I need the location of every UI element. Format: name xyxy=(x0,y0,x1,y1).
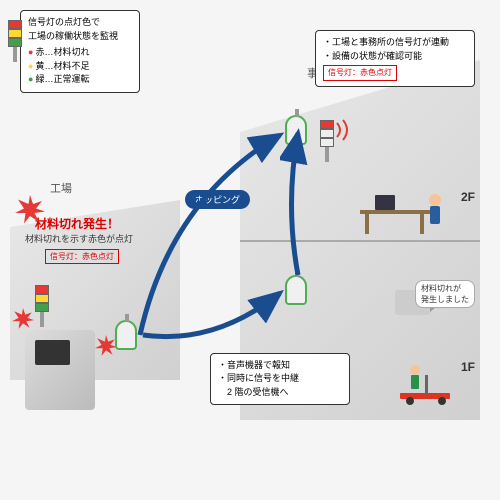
burst-icon-3 xyxy=(95,335,117,357)
legend-red: ●赤…材料切れ xyxy=(28,46,132,60)
office-info-1: ・工場と事務所の信号灯が連動 xyxy=(323,36,467,50)
burst-icon-1 xyxy=(15,195,45,225)
office-desk xyxy=(360,190,450,230)
factory-alert: 材料切れ発生！ xyxy=(35,215,119,232)
office-info-box: ・工場と事務所の信号灯が連動 ・設備の状態が確認可能 信号灯：赤色点灯 xyxy=(315,30,475,87)
factory-machine xyxy=(25,330,95,410)
burst-icon-2 xyxy=(12,308,34,330)
tower-pole xyxy=(13,47,17,62)
forklift xyxy=(400,365,460,400)
office-status-badge: 信号灯：赤色点灯 xyxy=(323,65,397,81)
hopping-badge: ホッピング xyxy=(185,190,250,209)
factory-status-badge: 信号灯：赤色点灯 xyxy=(45,249,119,264)
light-green xyxy=(8,38,22,47)
floor-divider xyxy=(240,240,480,242)
light-red xyxy=(8,20,22,29)
desk-illustration xyxy=(360,190,450,240)
legend-signal-tower xyxy=(8,20,22,62)
transmitter-device xyxy=(115,320,137,350)
factory-label: 工場 xyxy=(50,180,72,196)
audio-line-2: ・同時に信号を中継 2 階の受信機へ xyxy=(218,372,342,399)
legend-green: ●緑…正常運転 xyxy=(28,73,132,87)
receiver-2f-device xyxy=(285,115,307,145)
factory-signal-tower xyxy=(35,285,49,327)
office-signal-tower xyxy=(320,120,334,162)
office-info-2: ・設備の状態が確認可能 xyxy=(323,50,467,64)
audio-line-1: ・音声機器で報知 xyxy=(218,359,342,373)
receiver-1f-device xyxy=(285,275,307,305)
legend-title: 信号灯の点灯色で 工場の稼働状態を監視 xyxy=(28,16,132,43)
floor-2f-label: 2F xyxy=(461,190,475,204)
floor-1f-label: 1F xyxy=(461,360,475,374)
legend-yellow: ●黄…材料不足 xyxy=(28,60,132,74)
light-yellow xyxy=(8,29,22,38)
diagram-container: 2F 1F 信号灯の点灯色で 工場の稼働状態を監視 ●赤…材料切れ ●黄…材料不… xyxy=(10,60,490,440)
legend-box: 信号灯の点灯色で 工場の稼働状態を監視 ●赤…材料切れ ●黄…材料不足 ●緑…正… xyxy=(20,10,140,93)
factory-alert-sub: 材料切れを示す赤色が点灯 xyxy=(25,232,133,245)
speaker-speech-bubble: 材料切れが 発生しました xyxy=(415,280,475,308)
audio-info-box: ・音声機器で報知 ・同時に信号を中継 2 階の受信機へ xyxy=(210,353,350,406)
